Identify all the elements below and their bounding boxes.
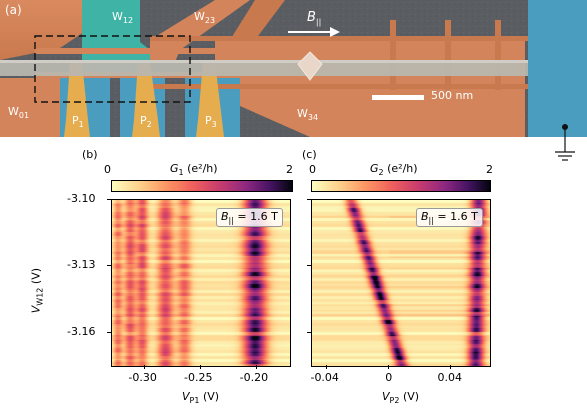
heatmap-b	[112, 200, 290, 366]
scale-bar-label: 500 nm	[431, 89, 474, 102]
b-xtick-label: -0.20	[239, 371, 269, 384]
gate-w23	[150, 0, 250, 62]
b-xtick-label: -0.25	[184, 371, 213, 384]
c-xtick-mark	[388, 365, 390, 369]
gate-top-left	[0, 0, 90, 60]
gate-w12	[82, 0, 150, 78]
cbar-c-title: G2 (e²/h)	[370, 162, 418, 178]
c-ytick-mark	[307, 199, 311, 200]
b-ytick-label: -3.10	[67, 192, 96, 205]
colorbar-b	[111, 180, 293, 192]
b-xtick-label: -0.30	[128, 371, 157, 384]
c-xtick-label: 0.04	[437, 371, 463, 384]
cbar-b-min: 0	[104, 163, 111, 176]
b-xtick-mark	[255, 365, 257, 369]
nanowire-highlight	[0, 60, 528, 63]
c-xtick-label: -0.04	[310, 371, 339, 384]
gate-p2	[132, 62, 160, 137]
label-p3: P3	[205, 114, 217, 130]
label-w12: W12	[112, 10, 134, 26]
c-xtick-label: 0	[385, 371, 393, 384]
heatmap-c-frame	[311, 199, 491, 367]
c-xtick-mark	[326, 365, 328, 369]
b-ytick-mark	[107, 265, 111, 267]
heatmap-c	[312, 200, 490, 366]
cbar-b-title: G1 (e²/h)	[170, 162, 218, 178]
c-ytick-mark	[307, 331, 311, 333]
b-ytick-label: -3.16	[67, 324, 96, 338]
finger-1	[390, 20, 396, 90]
field-arrow-head	[330, 27, 340, 37]
b-xtick-mark	[144, 365, 146, 369]
heatmap-b-frame	[111, 199, 291, 367]
gate-bar-4	[150, 84, 530, 89]
ylabel-b: VW12 (V)	[29, 267, 45, 314]
cbar-c-min: 0	[309, 163, 316, 176]
c-ytick-mark	[307, 265, 311, 267]
b-ytick-mark	[107, 331, 111, 333]
gate-bar-1	[35, 48, 225, 54]
colorbar-c	[311, 180, 491, 192]
panel-a-tag: (a)	[5, 3, 22, 17]
gate-p1	[64, 62, 90, 137]
b-xtick-mark	[200, 365, 201, 369]
finger-2	[445, 20, 451, 90]
label-field: B||	[307, 10, 322, 27]
cbar-c-max: 2	[486, 163, 493, 176]
gate-bar-3	[150, 36, 530, 41]
label-w01: W01	[8, 105, 30, 121]
w34-junction	[297, 51, 323, 81]
scale-bar	[372, 95, 424, 100]
xlabel-b: VP1 (V)	[182, 390, 220, 406]
finger-3	[495, 20, 501, 90]
c-xtick-mark	[450, 365, 452, 369]
dashed-region	[34, 35, 191, 103]
b-ytick-mark	[107, 199, 111, 200]
xlabel-c: VP2 (V)	[382, 390, 420, 406]
annotation-b: B|| = 1.6 T	[216, 208, 283, 228]
panel-b-tag: (b)	[82, 148, 98, 161]
gate-w23-top	[230, 0, 285, 40]
b-ytick-label: -3.13	[67, 258, 96, 272]
label-p1: P1	[72, 114, 84, 130]
nanowire	[0, 60, 528, 76]
contact-right	[528, 0, 587, 137]
gate-w01	[0, 78, 60, 137]
label-p2: P2	[140, 114, 152, 130]
cbar-b-max: 2	[286, 163, 293, 176]
panel-c-tag: (c)	[302, 148, 317, 161]
gate-p3	[196, 62, 224, 137]
annotation-c: B|| = 1.6 T	[416, 208, 483, 228]
label-w23: W23	[194, 10, 216, 26]
label-w34: W34	[297, 107, 319, 123]
